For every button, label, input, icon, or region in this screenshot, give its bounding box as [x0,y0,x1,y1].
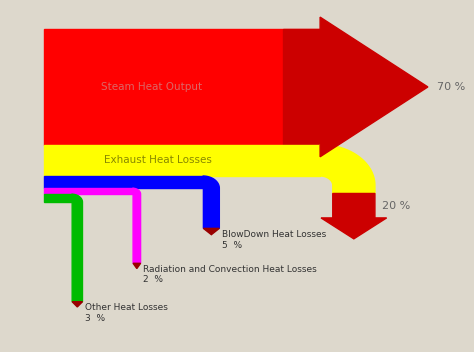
Polygon shape [44,194,72,202]
Text: Exhaust Heat Losses: Exhaust Heat Losses [104,155,212,165]
Text: BlowDown Heat Losses
5  %: BlowDown Heat Losses 5 % [222,230,326,250]
Polygon shape [203,176,219,228]
Polygon shape [321,194,387,239]
Polygon shape [72,302,82,307]
Polygon shape [44,176,203,188]
Text: Radiation and Convection Heat Losses
2  %: Radiation and Convection Heat Losses 2 % [143,265,317,284]
Text: Steam Heat Output: Steam Heat Output [101,82,202,92]
Polygon shape [44,188,133,194]
Polygon shape [283,29,320,145]
Text: 20 %: 20 % [382,201,410,211]
Text: 70 %: 70 % [438,82,465,92]
Polygon shape [320,17,428,157]
Text: Other Heat Losses
3  %: Other Heat Losses 3 % [85,303,168,323]
Polygon shape [320,145,375,194]
Polygon shape [133,263,141,269]
Polygon shape [203,228,219,235]
Polygon shape [72,194,82,302]
Polygon shape [133,188,141,263]
Polygon shape [44,29,320,145]
Polygon shape [44,145,320,176]
